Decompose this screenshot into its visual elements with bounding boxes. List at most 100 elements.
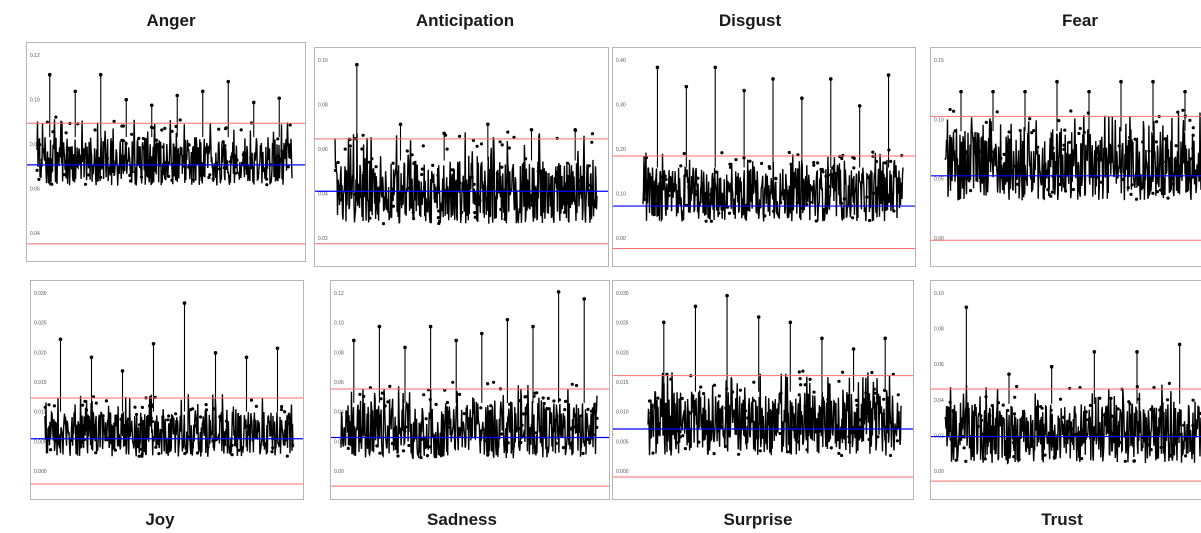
data-point (660, 175, 665, 179)
data-point (492, 380, 496, 384)
data-point (253, 419, 257, 423)
data-point (712, 383, 717, 387)
data-point (511, 447, 515, 451)
data-point (572, 425, 576, 429)
data-point (1191, 423, 1195, 428)
data-point (394, 446, 398, 450)
data-point (343, 147, 347, 151)
data-point (83, 182, 88, 186)
data-point (1052, 455, 1056, 459)
peak-point (377, 324, 382, 329)
peak-point (662, 320, 666, 325)
chart-title-fear: Fear (1062, 11, 1098, 30)
data-point (152, 126, 156, 130)
data-point (824, 174, 828, 178)
data-point (952, 109, 956, 113)
data-point (458, 181, 462, 185)
y-tick-label: 0.04 (30, 231, 40, 237)
data-point (391, 204, 395, 208)
data-point (1066, 420, 1070, 424)
data-point (993, 443, 998, 447)
data-point (150, 419, 155, 424)
data-point (1099, 180, 1103, 184)
data-point (489, 404, 493, 408)
data-point (969, 189, 973, 193)
series-line (334, 132, 598, 224)
peak-point (582, 297, 586, 301)
data-point (486, 453, 490, 457)
data-point (249, 156, 253, 160)
data-point (166, 418, 170, 422)
data-point (774, 176, 778, 180)
peak-point (58, 337, 63, 342)
y-tick-label: 0.030 (616, 291, 629, 297)
data-point (1074, 432, 1078, 436)
data-point (119, 417, 123, 421)
data-point (787, 150, 791, 155)
data-point (868, 179, 872, 183)
data-point (254, 404, 258, 408)
data-point (1012, 455, 1016, 459)
data-point (286, 165, 290, 169)
data-point (187, 165, 191, 169)
data-point (224, 419, 229, 423)
data-point (704, 219, 708, 223)
peak-point (1092, 350, 1097, 354)
data-point (767, 165, 771, 169)
data-point (1007, 130, 1011, 134)
data-point (224, 126, 228, 130)
peak-point (454, 338, 458, 343)
y-tick-label: 0.10 (934, 117, 944, 123)
data-point (1181, 108, 1185, 112)
data-point (113, 422, 117, 426)
data-point (953, 129, 957, 133)
data-point (1191, 146, 1195, 151)
data-point (422, 393, 426, 397)
data-point (368, 216, 372, 220)
data-point (999, 156, 1003, 160)
data-point (852, 156, 856, 160)
data-point (265, 183, 269, 187)
data-point (948, 160, 952, 164)
data-point (1016, 182, 1020, 186)
y-tick-label: 0.12 (30, 53, 40, 59)
data-point (554, 441, 558, 445)
chart-svg-trust: 0.100.080.060.040.020.00 (931, 291, 1201, 482)
data-point (276, 137, 280, 141)
data-point (1102, 413, 1106, 417)
data-point (1069, 109, 1073, 113)
data-point (512, 135, 516, 139)
data-point (1071, 187, 1076, 192)
data-point (507, 146, 511, 150)
peak-point (200, 89, 205, 94)
y-tick-label: 0.025 (34, 321, 47, 327)
peak-point (788, 320, 793, 325)
data-point (375, 444, 379, 448)
data-point (847, 440, 851, 444)
data-point (881, 412, 886, 416)
data-point (746, 416, 750, 420)
data-point (433, 199, 437, 203)
data-point (1110, 414, 1114, 418)
data-point (1050, 190, 1054, 194)
peak-point (89, 355, 94, 360)
data-point (37, 177, 41, 181)
peak-point (693, 304, 698, 309)
chart-title-joy: Joy (145, 510, 175, 529)
data-point (798, 377, 802, 381)
data-point (896, 393, 900, 397)
peak-point (355, 62, 359, 67)
data-point (241, 153, 245, 157)
data-point (377, 424, 381, 428)
y-tick-label: 0.010 (34, 410, 47, 416)
data-point (65, 148, 69, 152)
data-point (160, 128, 164, 132)
chart-svg-sadness: 0.12 0.10 0.08 0.06 0.04 0.02 0.00 (331, 290, 609, 487)
data-point (1169, 453, 1173, 457)
data-point (271, 446, 275, 450)
data-point (833, 405, 837, 409)
data-point (437, 209, 441, 213)
data-point (871, 150, 875, 154)
data-point (1001, 179, 1005, 183)
data-point (111, 442, 115, 446)
